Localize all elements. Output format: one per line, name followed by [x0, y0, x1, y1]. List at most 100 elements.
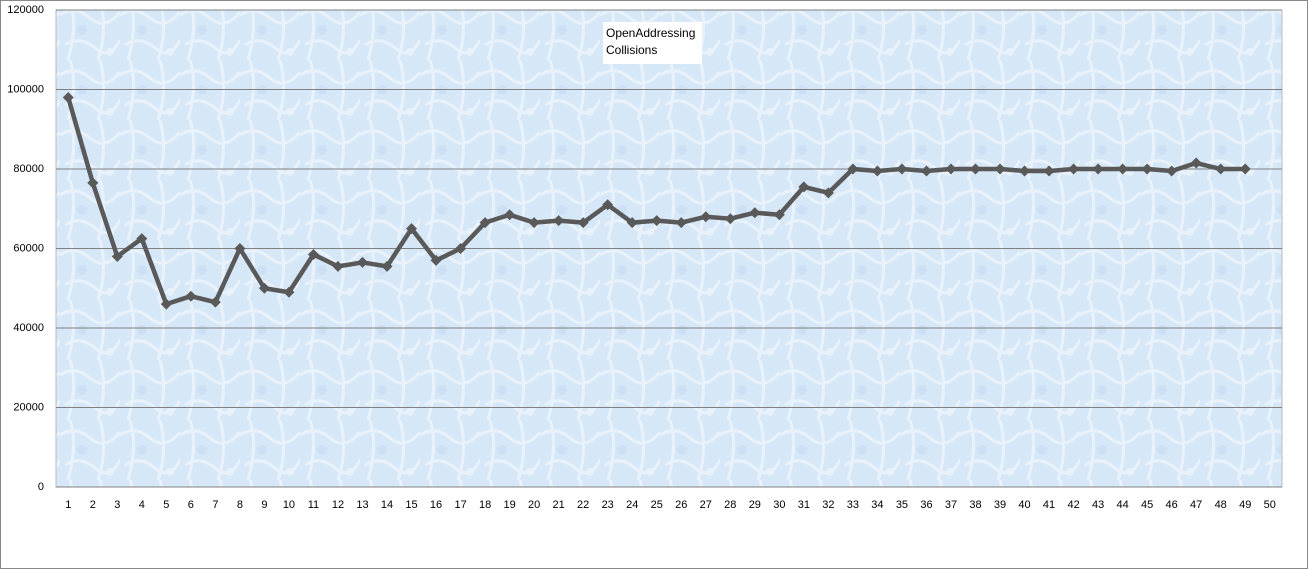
- data-marker: [1019, 165, 1031, 177]
- x-tick-label: 13: [356, 499, 368, 511]
- data-marker: [724, 213, 736, 225]
- x-tick-label: 33: [847, 499, 859, 511]
- x-tick-label: 5: [163, 499, 169, 511]
- data-marker: [160, 298, 172, 310]
- y-tick-label: 120000: [7, 4, 44, 16]
- data-marker: [896, 163, 908, 175]
- x-tick-label: 2: [90, 499, 96, 511]
- x-tick-label: 22: [577, 499, 589, 511]
- data-marker: [528, 217, 540, 229]
- y-tick-label: 60000: [13, 242, 44, 254]
- chart-title: OpenAddressing Collisions: [603, 22, 702, 64]
- x-tick-label: 26: [675, 499, 687, 511]
- y-tick-label: 0: [38, 481, 44, 493]
- data-marker: [258, 282, 270, 294]
- y-tick-label: 80000: [13, 163, 44, 175]
- data-marker: [455, 243, 467, 254]
- x-tick-label: 36: [920, 499, 932, 511]
- x-tick-label: 28: [724, 499, 736, 511]
- data-marker: [626, 217, 638, 229]
- data-marker: [1215, 163, 1227, 175]
- data-marker: [87, 177, 99, 189]
- x-tick-label: 17: [454, 499, 466, 511]
- data-marker: [283, 286, 295, 298]
- x-tick-label: 38: [969, 499, 981, 511]
- data-marker: [970, 163, 981, 175]
- x-tick-label: 41: [1043, 499, 1055, 511]
- data-marker: [185, 290, 197, 302]
- data-marker: [994, 163, 1006, 175]
- data-marker: [1068, 163, 1080, 175]
- data-marker: [1043, 165, 1055, 177]
- x-tick-label: 49: [1239, 499, 1251, 511]
- x-tick-label: 30: [773, 499, 785, 511]
- x-tick-label: 47: [1190, 499, 1202, 511]
- x-tick-label: 40: [1018, 499, 1030, 511]
- data-marker: [1141, 163, 1153, 175]
- data-marker: [136, 233, 148, 245]
- data-marker: [651, 215, 663, 227]
- x-tick-label: 35: [896, 499, 908, 511]
- x-tick-label: 14: [381, 499, 393, 511]
- data-marker: [871, 165, 883, 177]
- data-marker: [234, 243, 246, 254]
- data-marker: [479, 217, 491, 229]
- x-tick-label: 1: [65, 499, 71, 511]
- data-marker: [847, 163, 859, 175]
- data-marker: [798, 181, 810, 193]
- data-marker: [749, 207, 761, 219]
- data-marker: [209, 296, 221, 308]
- data-marker: [1092, 163, 1104, 175]
- y-tick-label: 20000: [13, 401, 44, 413]
- data-marker: [675, 217, 687, 229]
- x-tick-label: 21: [553, 499, 565, 511]
- x-tick-label: 42: [1067, 499, 1079, 511]
- x-tick-label: 10: [283, 499, 295, 511]
- data-marker: [822, 187, 834, 199]
- x-tick-label: 39: [994, 499, 1006, 511]
- x-tick-label: 7: [212, 499, 218, 511]
- data-marker: [504, 209, 516, 221]
- x-tick-label: 43: [1092, 499, 1104, 511]
- data-marker: [773, 209, 785, 221]
- x-tick-label: 6: [188, 499, 194, 511]
- data-marker: [430, 254, 442, 266]
- x-tick-label: 23: [602, 499, 614, 511]
- x-tick-label: 16: [430, 499, 442, 511]
- x-tick-label: 46: [1166, 499, 1178, 511]
- x-tick-label: 19: [503, 499, 515, 511]
- data-marker: [332, 260, 344, 272]
- x-tick-label: 27: [700, 499, 712, 511]
- x-tick-label: 29: [749, 499, 761, 511]
- x-tick-label: 31: [798, 499, 810, 511]
- data-marker: [700, 211, 712, 223]
- x-tick-label: 15: [405, 499, 417, 511]
- data-marker: [381, 260, 393, 272]
- x-tick-label: 11: [308, 499, 319, 511]
- data-marker: [406, 223, 418, 235]
- data-marker: [307, 248, 319, 260]
- x-tick-label: 12: [332, 499, 344, 511]
- data-marker: [577, 217, 589, 229]
- data-marker: [602, 199, 614, 211]
- x-tick-label: 4: [139, 499, 145, 511]
- x-tick-label: 24: [626, 499, 638, 511]
- x-tick-label: 48: [1215, 499, 1227, 511]
- data-marker: [1239, 163, 1251, 175]
- x-tick-label: 50: [1264, 499, 1276, 511]
- x-tick-label: 20: [528, 499, 540, 511]
- data-marker: [945, 163, 957, 175]
- x-tick-label: 34: [871, 499, 883, 511]
- x-tick-label: 18: [479, 499, 491, 511]
- data-marker: [1190, 157, 1202, 169]
- y-tick-label: 40000: [13, 322, 44, 334]
- x-tick-label: 3: [114, 499, 120, 511]
- data-marker: [553, 215, 565, 227]
- data-marker: [920, 165, 932, 177]
- x-tick-label: 32: [822, 499, 834, 511]
- x-tick-label: 8: [237, 499, 243, 511]
- x-tick-label: 9: [261, 499, 267, 511]
- data-marker: [1117, 163, 1129, 175]
